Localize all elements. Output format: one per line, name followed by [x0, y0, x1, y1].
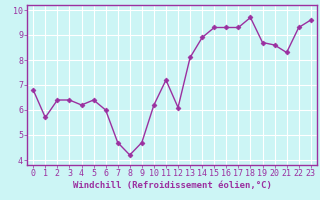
X-axis label: Windchill (Refroidissement éolien,°C): Windchill (Refroidissement éolien,°C): [73, 181, 271, 190]
